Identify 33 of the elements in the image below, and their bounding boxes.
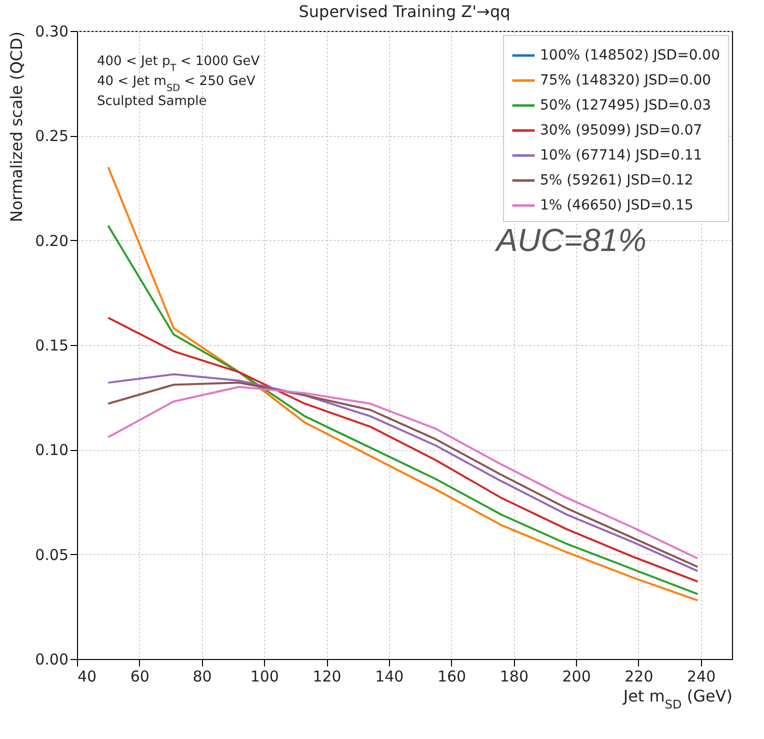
x-tick-label: 180 bbox=[500, 668, 528, 686]
y-tick-label: 0.30 bbox=[35, 22, 68, 40]
legend-label: 1% (46650) JSD=0.15 bbox=[540, 198, 694, 214]
x-tick-label: 80 bbox=[192, 668, 212, 686]
annotation: 40 < Jet m$_{SD}$ < 250 GeV bbox=[97, 74, 256, 94]
y-tick-label: 0.25 bbox=[35, 127, 68, 146]
x-tick-label: 240 bbox=[686, 668, 716, 686]
legend-label: 75% (148320) JSD=0.00 bbox=[540, 72, 712, 88]
annotation: Sculpted Sample bbox=[97, 94, 207, 109]
line-series bbox=[107, 316, 699, 583]
x-tick-label: 140 bbox=[375, 668, 404, 686]
y-tick-label: 0.20 bbox=[35, 232, 68, 250]
annotation: 400 < Jet p$_{T}$ < 1000 GeV bbox=[97, 54, 260, 74]
x-tick-label: 60 bbox=[130, 668, 150, 686]
annotation: AUC=81% bbox=[494, 222, 646, 258]
y-axis-title: Normalized scale (QCD) bbox=[7, 32, 26, 222]
x-tick-label: 40 bbox=[78, 668, 97, 686]
y-tick-label: 0.15 bbox=[35, 336, 68, 354]
x-tick-label: 120 bbox=[312, 668, 342, 686]
legend-label: 5% (59261) JSD=0.12 bbox=[540, 172, 694, 188]
legend-label: 10% (67714) JSD=0.11 bbox=[540, 148, 702, 164]
y-tick-label: 0.05 bbox=[35, 546, 68, 564]
x-tick-label: 220 bbox=[624, 668, 654, 686]
legend-label: 100% (148502) JSD=0.00 bbox=[540, 48, 720, 64]
y-tick-label: 0.10 bbox=[35, 441, 68, 460]
y-tick-label: 0.00 bbox=[35, 650, 68, 668]
legend-label: 30% (95099) JSD=0.07 bbox=[540, 122, 702, 138]
x-tick-label: 100 bbox=[250, 668, 279, 686]
x-tick-label: 160 bbox=[437, 668, 466, 686]
x-axis-title: Jet m$_{SD}$ (GeV) bbox=[622, 686, 732, 712]
x-tick-label: 200 bbox=[562, 668, 591, 686]
chart-title: Supervised Training Z'→qq bbox=[298, 2, 510, 21]
legend-label: 50% (127495) JSD=0.03 bbox=[540, 98, 712, 114]
